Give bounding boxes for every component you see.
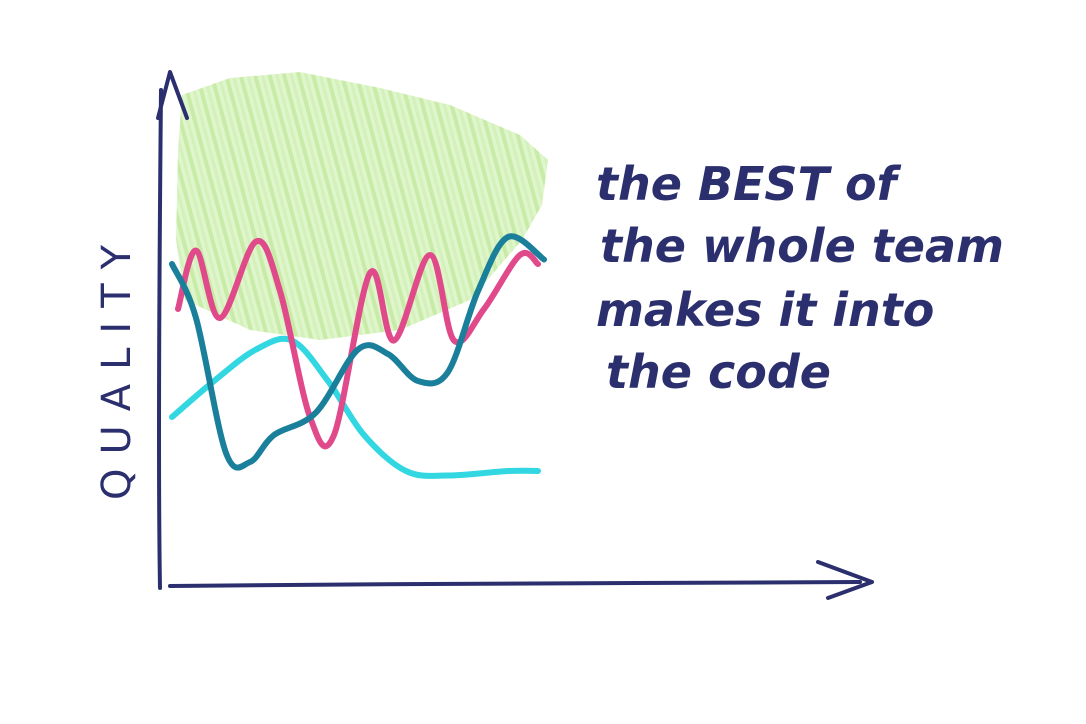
series-line-1 [175,238,541,450]
series-line-3 [169,335,541,479]
annotation-line-1: the BEST of [596,157,902,211]
y-axis [156,88,163,590]
annotation-line-3: makes it into [596,283,934,337]
y-axis-label: QUALITY [94,231,140,500]
series-layer [169,233,547,479]
series-line-2 [169,233,547,471]
x-axis-arrowhead [816,560,874,600]
shaded-region [176,72,548,340]
y-axis-arrowhead [156,70,189,120]
annotation-line-2: the whole team [600,219,1004,273]
annotation-line-4: the code [606,345,831,399]
x-axis [168,580,862,588]
